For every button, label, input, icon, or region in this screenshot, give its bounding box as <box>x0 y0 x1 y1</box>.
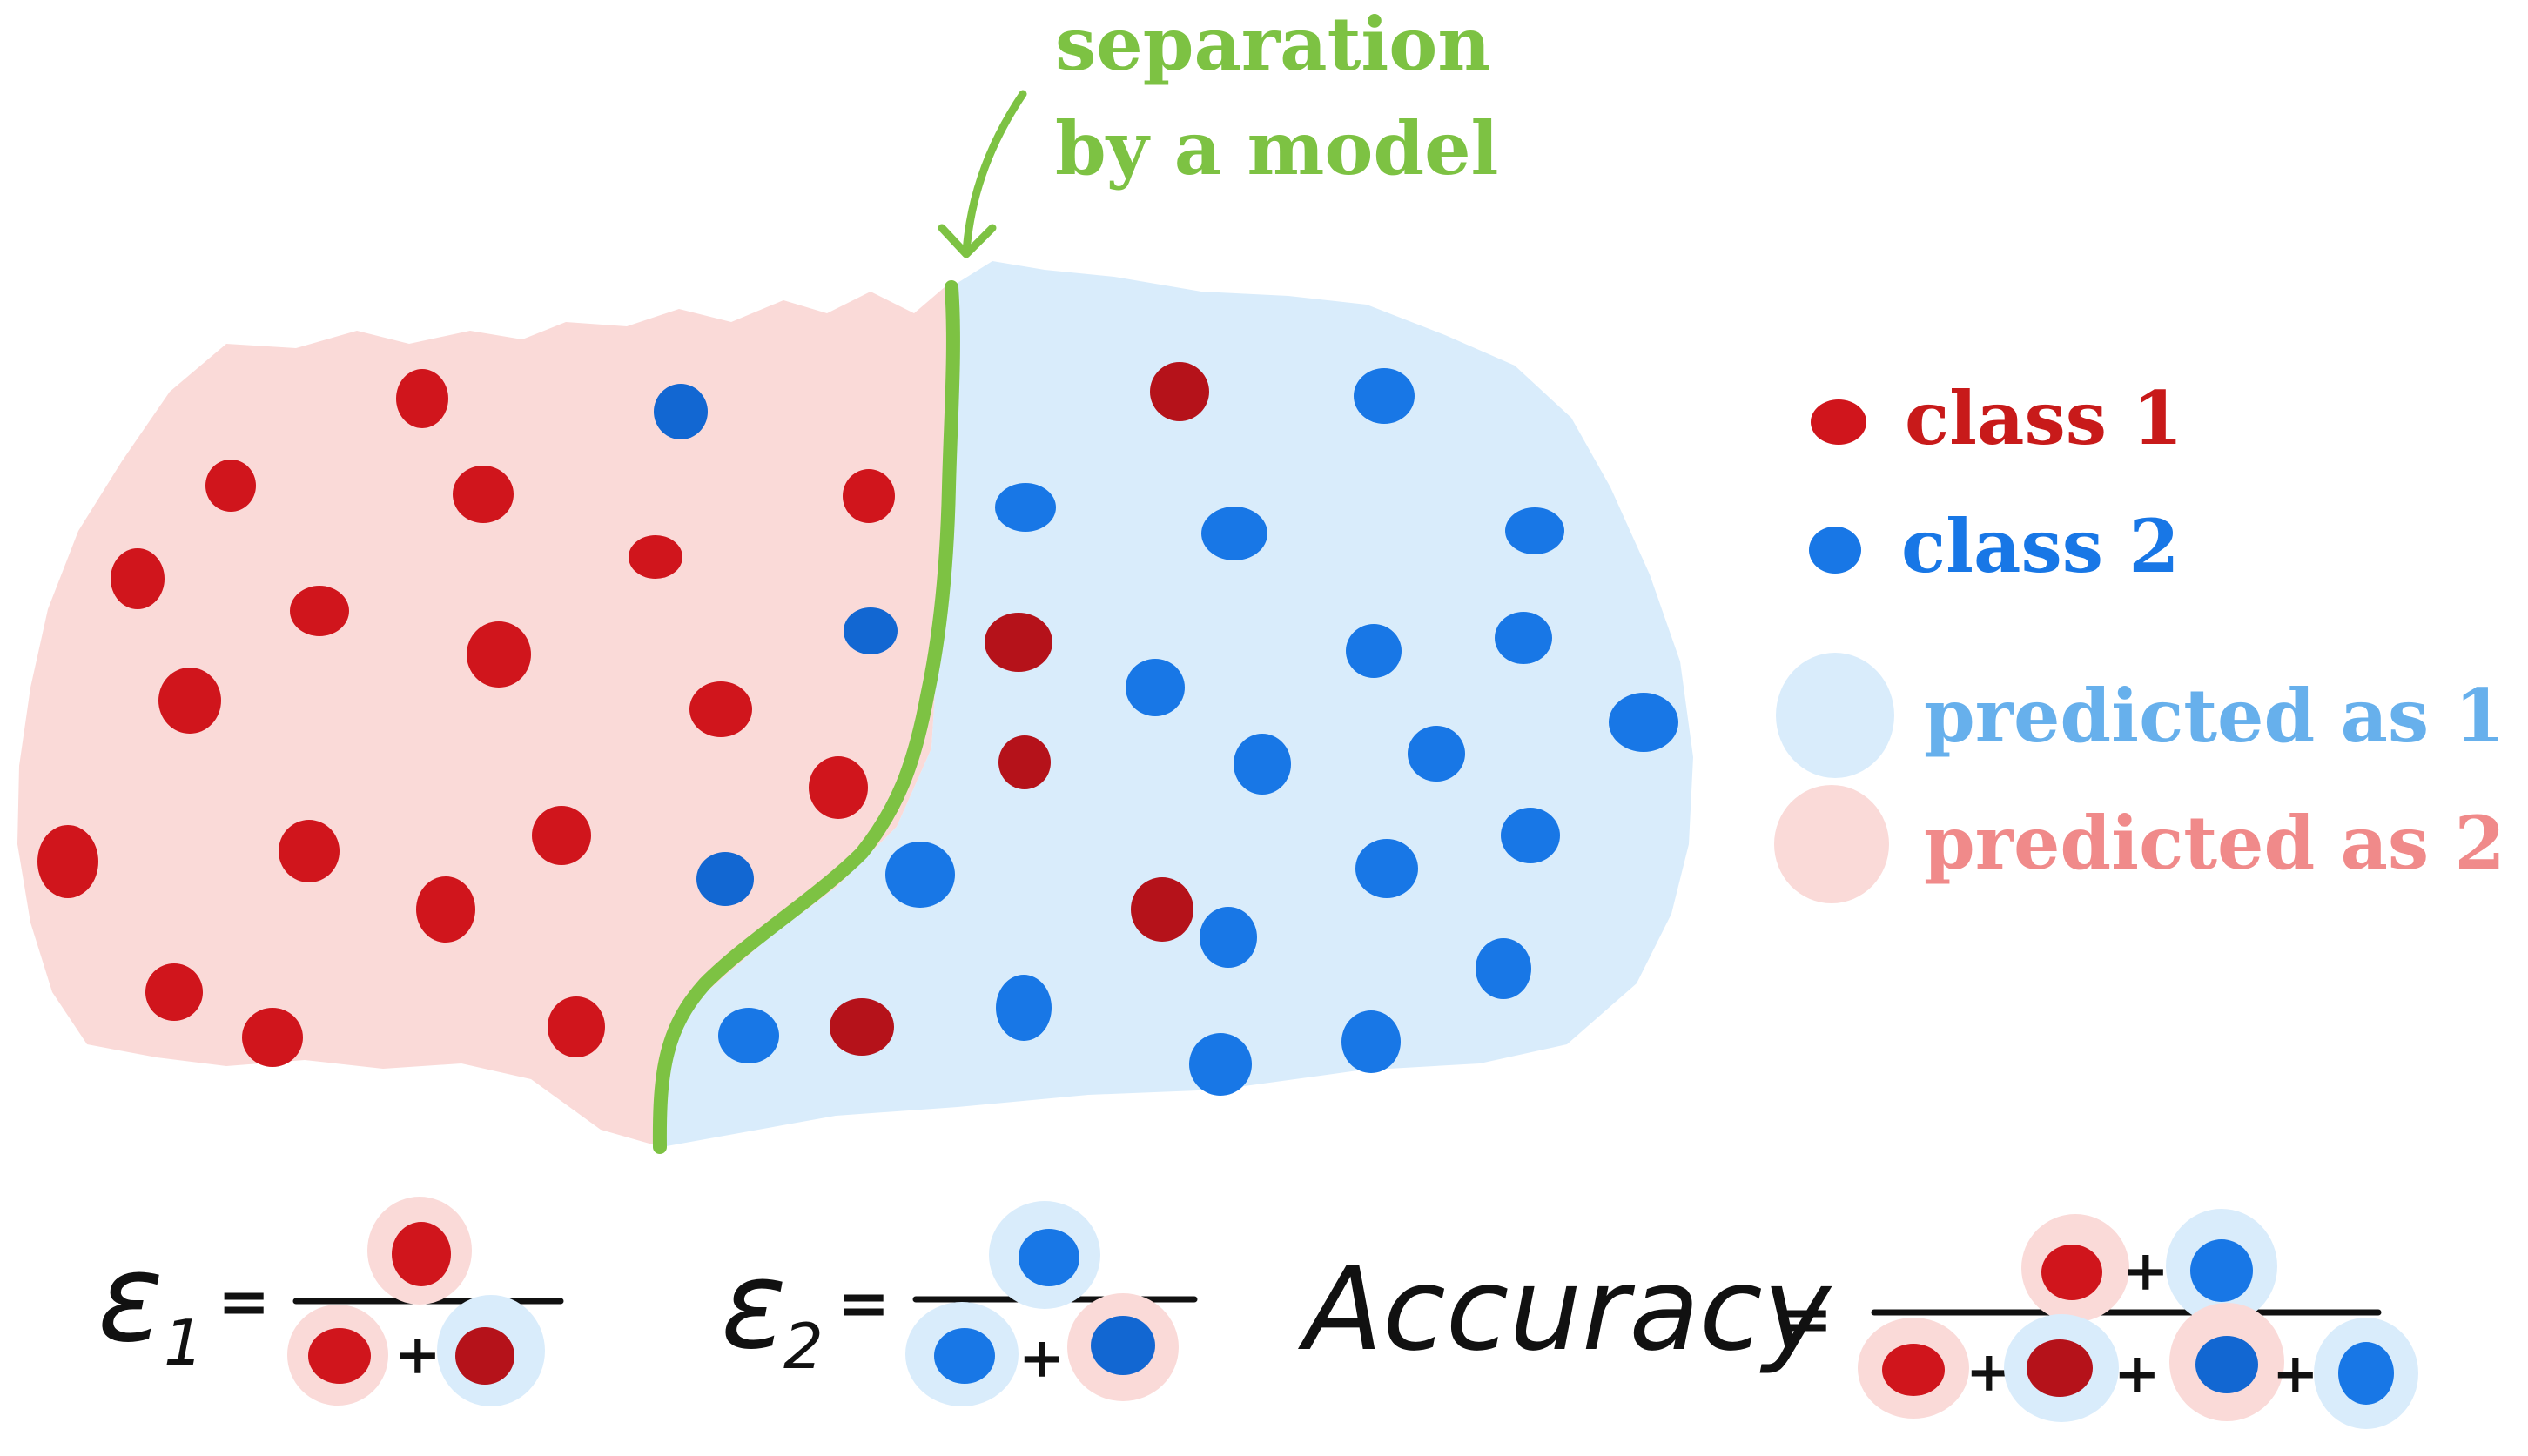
class2-point <box>1341 1010 1401 1073</box>
class2-point <box>1234 734 1291 795</box>
class2-point <box>1501 808 1560 863</box>
epsilon2-numerator-point <box>1019 1229 1079 1286</box>
class1-point <box>37 825 98 898</box>
annotation-line-2: by a model <box>1055 105 1498 191</box>
class1-point <box>830 998 894 1056</box>
class2-point <box>885 842 955 908</box>
class2-point <box>1505 507 1564 554</box>
epsilon1-denominator-point-left <box>308 1328 371 1384</box>
epsilon2-plus: + <box>1019 1325 1066 1391</box>
class1-point <box>290 586 349 636</box>
class1-point <box>279 820 340 882</box>
class1-point <box>467 621 531 688</box>
class1-point <box>532 806 591 865</box>
class1-point <box>1150 362 1209 421</box>
class1-point <box>843 469 895 523</box>
class2-point <box>654 384 708 439</box>
accuracy-denominator-point-4 <box>2338 1342 2394 1405</box>
accuracy-label: Accuracy <box>1297 1243 1832 1377</box>
formula-accuracy: Accuracy = + + + + <box>1297 1209 2418 1429</box>
accuracy-numerator-point-left <box>2041 1245 2102 1300</box>
class1-point <box>809 756 868 819</box>
epsilon1-equals: = <box>218 1264 270 1338</box>
formula-epsilon-2: ε 2 = + <box>721 1201 1194 1406</box>
epsilon2-denominator-point-left <box>934 1328 995 1384</box>
legend-pred1-label: predicted as 1 <box>1924 673 2505 759</box>
class2-point <box>1495 612 1552 664</box>
accuracy-denominator-point-2 <box>2027 1339 2093 1397</box>
class2-point <box>1126 659 1185 716</box>
annotation-line-1: separation <box>1055 1 1490 87</box>
legend-class2-marker <box>1809 527 1861 574</box>
legend-class2-label: class 2 <box>1901 503 2180 589</box>
accuracy-equals: = <box>1780 1281 1832 1355</box>
legend-class1-marker <box>1811 399 1866 445</box>
class1-point <box>111 548 165 609</box>
class2-point <box>1355 839 1418 898</box>
epsilon1-plus: + <box>394 1322 441 1387</box>
legend-pred1-swatch <box>1776 653 1894 778</box>
formula-epsilon-1: ε 1 = + <box>97 1197 561 1406</box>
class2-point <box>1609 693 1678 752</box>
legend-pred2-swatch <box>1774 785 1889 903</box>
class2-point <box>1346 624 1402 678</box>
accuracy-denominator-plus-3: + <box>2272 1341 2319 1406</box>
class2-point <box>1200 907 1257 968</box>
accuracy-denominator-point-3 <box>2195 1336 2258 1393</box>
class1-point <box>396 369 448 428</box>
class1-point <box>548 996 605 1057</box>
legend-pred2-label: predicted as 2 <box>1924 800 2505 886</box>
epsilon1-symbol: ε <box>97 1228 164 1370</box>
accuracy-denominator-plus-2: + <box>2114 1341 2161 1406</box>
class2-point <box>1354 368 1415 424</box>
accuracy-numerator-point-right <box>2190 1239 2253 1302</box>
class2-point <box>1476 938 1531 999</box>
class2-point <box>1408 726 1465 782</box>
legend: class 1 class 2 predicted as 1 predicted… <box>1774 375 2505 903</box>
class1-point <box>985 613 1052 672</box>
class1-point <box>145 963 203 1021</box>
epsilon1-denominator-point-right <box>455 1327 514 1385</box>
class2-point <box>696 852 754 906</box>
epsilon1-subscript: 1 <box>164 1306 204 1379</box>
class2-point <box>995 483 1056 532</box>
class1-point <box>242 1008 303 1067</box>
legend-class1-label: class 1 <box>1905 375 2183 461</box>
class2-point <box>844 607 898 654</box>
class1-point <box>689 681 752 737</box>
epsilon2-equals: = <box>837 1265 890 1339</box>
class1-point <box>158 668 221 734</box>
class1-point <box>1131 877 1193 942</box>
epsilon2-subscript: 2 <box>783 1310 824 1383</box>
class1-point <box>205 460 256 512</box>
epsilon2-symbol: ε <box>721 1235 787 1377</box>
class1-point <box>998 735 1051 789</box>
epsilon2-denominator-point-right <box>1091 1316 1155 1375</box>
class2-point <box>996 975 1052 1041</box>
accuracy-denominator-point-1 <box>1882 1344 1945 1396</box>
class1-point <box>629 535 682 579</box>
epsilon1-numerator-point <box>392 1222 451 1286</box>
class1-point <box>453 466 514 523</box>
class2-point <box>1201 507 1267 560</box>
class2-point <box>1189 1033 1252 1096</box>
class2-point <box>718 1008 779 1063</box>
accuracy-numerator-plus: + <box>2122 1238 2169 1304</box>
class1-point <box>416 876 475 943</box>
